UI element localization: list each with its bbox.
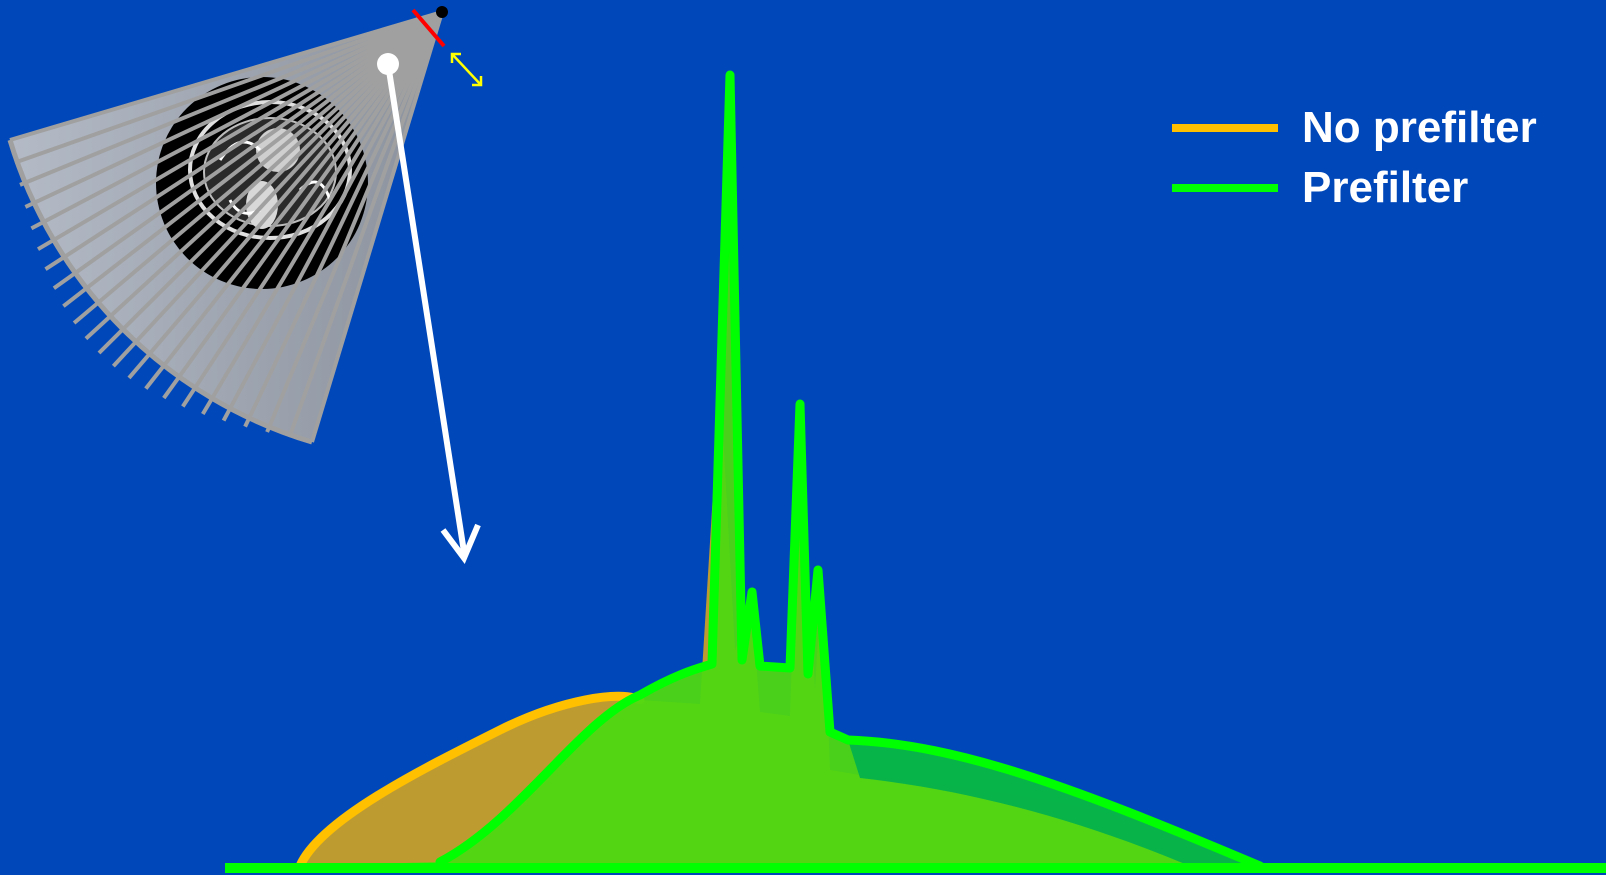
fan-ray [19, 10, 443, 187]
fan-ray [287, 11, 444, 438]
legend-swatch-prefilter [1172, 184, 1278, 192]
x-ray-source-icon [436, 6, 448, 18]
fan-ray [24, 10, 443, 209]
legend-label-no-prefilter: No prefilter [1302, 103, 1537, 152]
fan-ray [14, 10, 443, 165]
legend-item-prefilter: Prefilter [1172, 158, 1537, 218]
fan-ray [9, 10, 443, 142]
fan-beam-rays [9, 10, 444, 443]
down-arrow-icon [377, 53, 481, 564]
fan-ray [162, 10, 444, 400]
fan-ray [181, 10, 444, 408]
fan-ray [310, 11, 444, 443]
no-prefilter-area [300, 380, 1255, 866]
fan-ray [243, 11, 444, 428]
no-prefilter-line [295, 691, 645, 871]
fan-ray [36, 10, 444, 251]
fan-ray [221, 11, 444, 422]
legend-swatch-no-prefilter [1172, 124, 1278, 132]
fan-ray [201, 10, 444, 416]
fan-ray [44, 10, 444, 271]
prefilter-tail-area [848, 740, 1260, 866]
detector-arc [7, 139, 313, 445]
legend-item-no-prefilter: No prefilter [1172, 98, 1537, 158]
fan-ray [30, 10, 443, 231]
double-headed-arrow-icon [450, 52, 483, 87]
prefilter-area [300, 75, 1260, 866]
profile-curves [225, 70, 1606, 873]
prefilter-plate-icon [411, 8, 446, 48]
fan-ray [52, 10, 444, 290]
legend: No prefilter Prefilter [1172, 98, 1537, 218]
legend-label-prefilter: Prefilter [1302, 163, 1469, 212]
fan-ray [265, 11, 444, 433]
prefilter-line [435, 70, 1265, 871]
